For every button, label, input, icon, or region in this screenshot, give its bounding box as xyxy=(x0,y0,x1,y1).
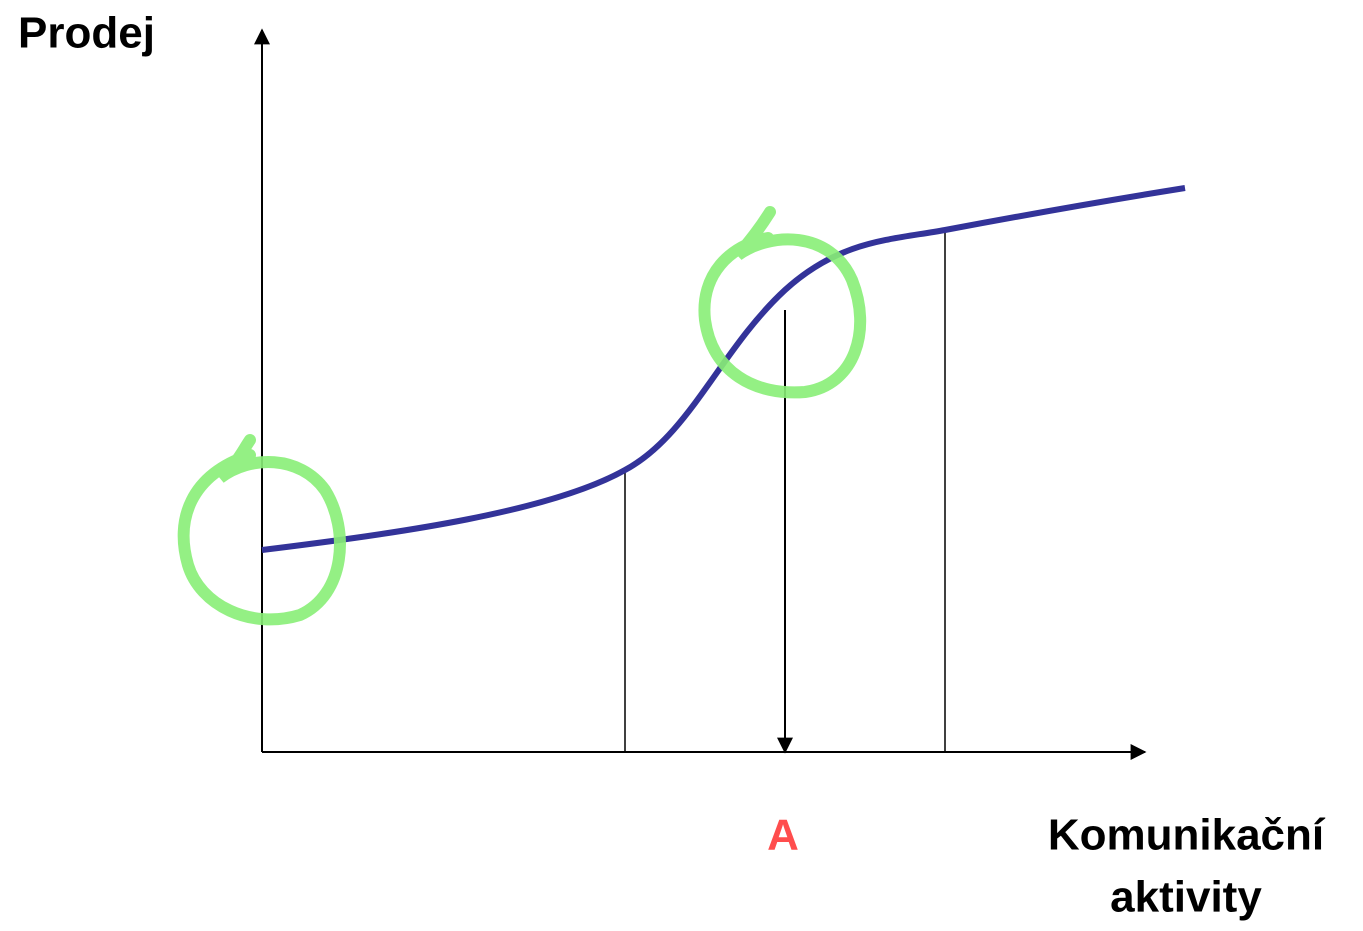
highlight-circle xyxy=(698,206,867,399)
y-axis-label: Prodej xyxy=(18,9,155,58)
x-axis-label: aktivity xyxy=(1110,873,1262,922)
marker-label: A xyxy=(767,811,799,860)
highlight-circle xyxy=(177,434,346,626)
x-axis-label: Komunikační xyxy=(1048,811,1326,860)
response-curve xyxy=(261,185,1186,553)
